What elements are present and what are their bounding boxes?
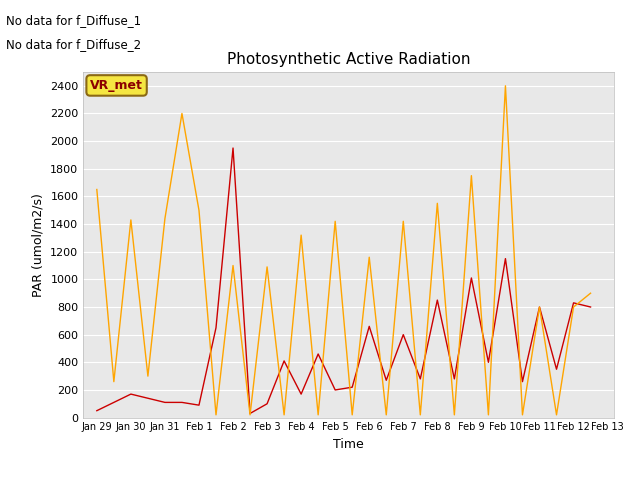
Y-axis label: PAR (umol/m2/s): PAR (umol/m2/s) [31,193,45,297]
Text: No data for f_Diffuse_2: No data for f_Diffuse_2 [6,38,141,51]
Title: Photosynthetic Active Radiation: Photosynthetic Active Radiation [227,52,470,67]
Text: No data for f_Diffuse_1: No data for f_Diffuse_1 [6,14,141,27]
Text: VR_met: VR_met [90,79,143,92]
X-axis label: Time: Time [333,438,364,451]
